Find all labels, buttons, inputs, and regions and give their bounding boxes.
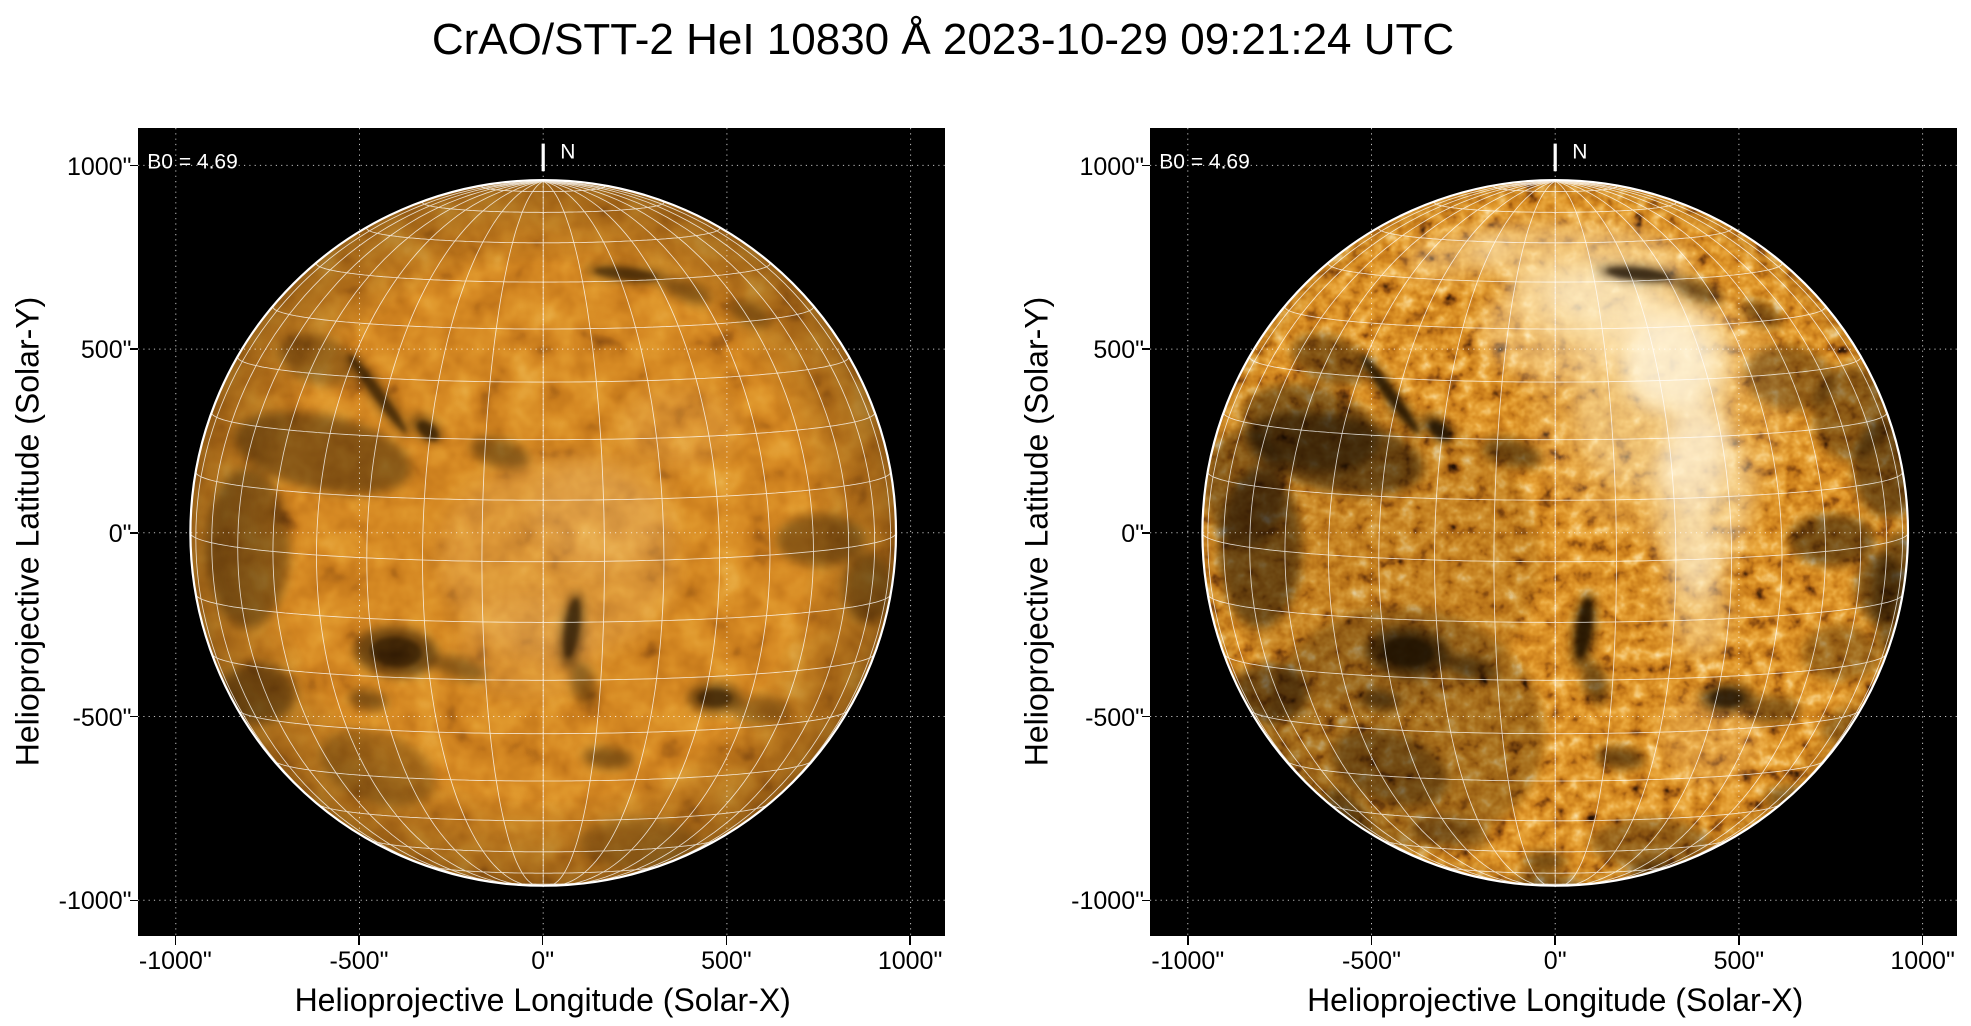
svg-text:N: N [560, 141, 575, 164]
svg-text:N: N [1572, 141, 1587, 164]
svg-text:B0 = 4.69: B0 = 4.69 [1159, 151, 1250, 174]
svg-text:B0 = 4.69: B0 = 4.69 [147, 151, 238, 174]
